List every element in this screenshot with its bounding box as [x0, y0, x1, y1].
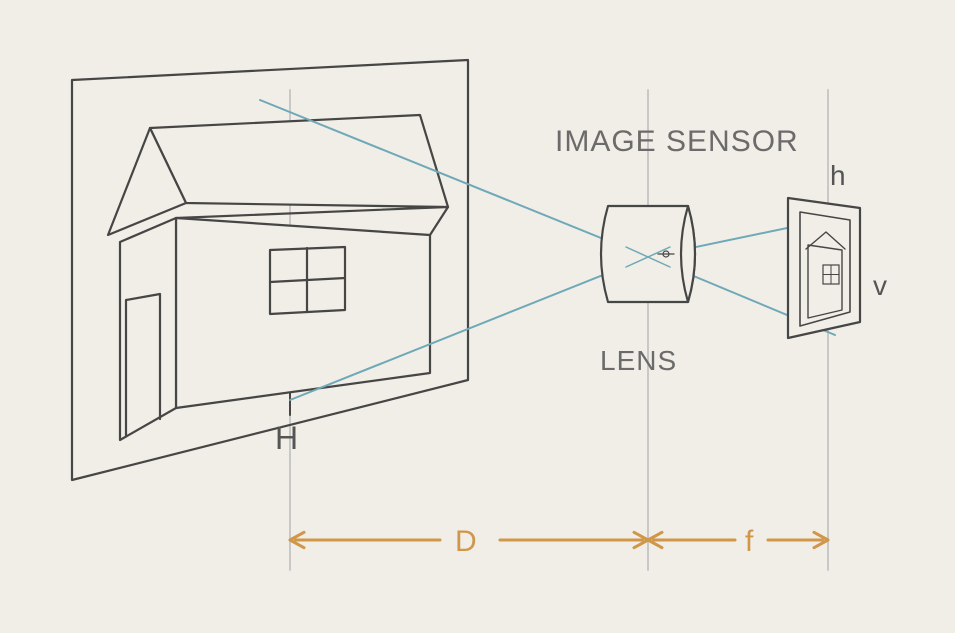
label-D: D: [455, 525, 477, 559]
label-f: f: [745, 525, 753, 559]
diagram-svg: [0, 0, 955, 633]
label-v: v: [873, 270, 887, 302]
label-h: h: [830, 160, 846, 192]
label-lens: LENS: [600, 345, 677, 377]
label-image-sensor: IMAGE SENSOR: [555, 125, 799, 159]
diagram-canvas: IMAGE SENSOR LENS h v H D f: [0, 0, 955, 633]
label-H: H: [275, 420, 298, 457]
